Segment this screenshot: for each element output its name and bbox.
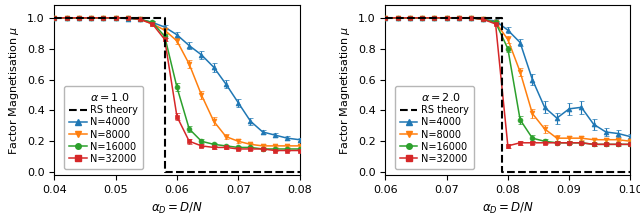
Y-axis label: Factor Magnetisation $\mu$: Factor Magnetisation $\mu$ [8,26,21,155]
X-axis label: $\alpha_D = D/N$: $\alpha_D = D/N$ [151,200,203,215]
Y-axis label: Factor Magnetisation $\mu$: Factor Magnetisation $\mu$ [339,26,352,155]
X-axis label: $\alpha_D = D/N$: $\alpha_D = D/N$ [482,200,534,215]
Legend: $\alpha = 1.0$, RS theory, N=4000, N=8000, N=16000, N=32000: $\alpha = 1.0$, RS theory, N=4000, N=800… [64,86,143,169]
Legend: $\alpha = 2.0$, RS theory, N=4000, N=8000, N=16000, N=32000: $\alpha = 2.0$, RS theory, N=4000, N=800… [395,86,474,169]
